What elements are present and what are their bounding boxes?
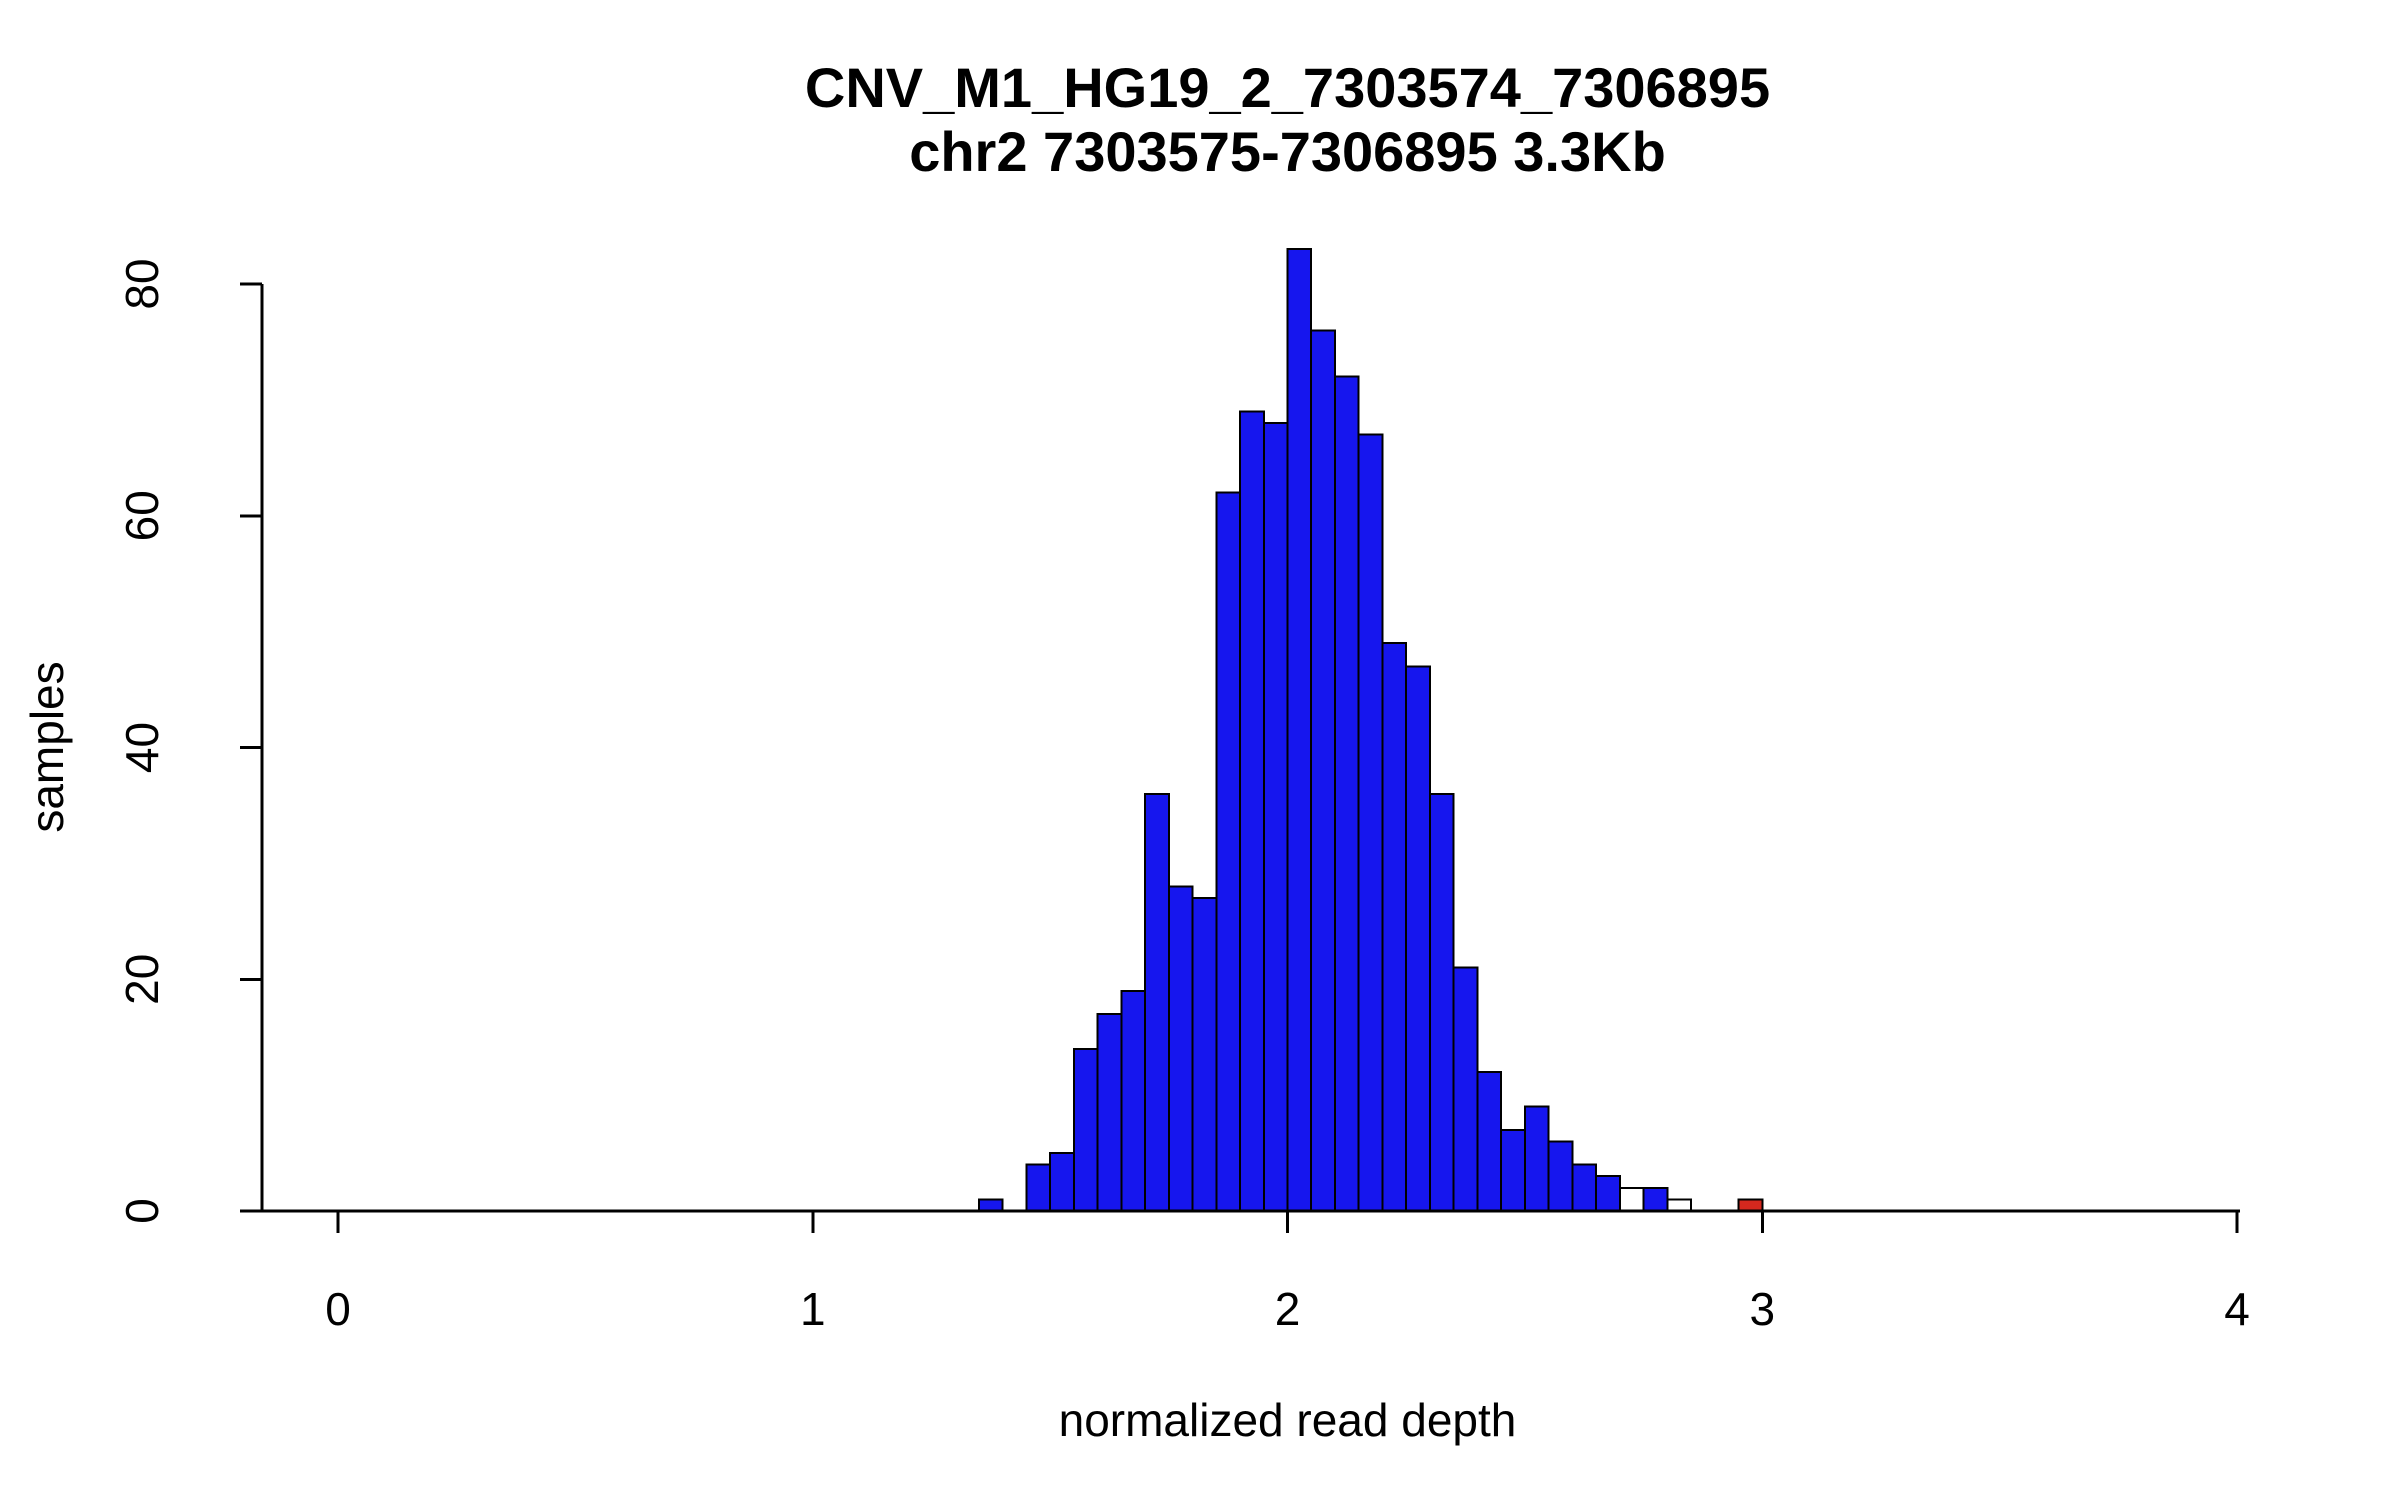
histogram-bar [1642, 1186, 1669, 1213]
histogram-bar [1523, 1105, 1550, 1212]
y-tick-label: 40 [116, 722, 168, 773]
plot-title: CNV_M1_HG19_2_7303574_7306895 chr2 73035… [338, 56, 2237, 184]
histogram-bar [1333, 375, 1360, 1212]
plot-title-line2: chr2 7303575-7306895 3.3Kb [909, 120, 1666, 183]
histogram-bar [1167, 885, 1194, 1212]
y-tick-label: 0 [116, 1198, 168, 1224]
histogram-bar [1025, 1163, 1052, 1213]
histogram-bar [1215, 491, 1242, 1212]
x-tick-label: 2 [1275, 1283, 1301, 1335]
histogram-bar [1286, 248, 1313, 1213]
histogram-bar [1428, 792, 1455, 1212]
histogram-bar [1096, 1013, 1123, 1213]
histogram-bar [1476, 1070, 1503, 1212]
x-tick-label: 0 [325, 1283, 351, 1335]
histogram-bar [1049, 1152, 1075, 1213]
y-tick-label: 20 [116, 954, 168, 1005]
histogram-bar [1666, 1198, 1693, 1213]
histogram-bar [1310, 329, 1336, 1213]
plot-title-line1: CNV_M1_HG19_2_7303574_7306895 [804, 56, 1771, 119]
x-tick-label: 4 [2224, 1283, 2250, 1335]
histogram-bar [1595, 1175, 1621, 1212]
histogram-bar [1405, 665, 1431, 1212]
histogram-bar [1191, 897, 1218, 1212]
histogram-bar [1618, 1186, 1645, 1213]
histogram-bar [1144, 792, 1170, 1212]
histogram-bar [1120, 989, 1147, 1213]
histogram-bar [1500, 1128, 1526, 1213]
x-axis-title: normalized read depth [1058, 1394, 1517, 1446]
histogram-bar [1381, 642, 1408, 1212]
histogram-bar [1262, 422, 1289, 1212]
histogram-bar [977, 1198, 1004, 1213]
y-tick-label: 60 [116, 490, 168, 541]
histogram-bar [1239, 410, 1265, 1212]
y-tick-label: 80 [116, 258, 168, 309]
histogram-bar [1547, 1140, 1574, 1212]
x-tick-label: 3 [1749, 1283, 1775, 1335]
x-tick-label: 1 [800, 1283, 826, 1335]
histogram-bar [1452, 966, 1479, 1212]
histogram-bar [1737, 1198, 1764, 1213]
histogram-bar [1357, 433, 1384, 1212]
histogram-bar [1571, 1163, 1598, 1213]
histogram-bar [1072, 1047, 1099, 1213]
